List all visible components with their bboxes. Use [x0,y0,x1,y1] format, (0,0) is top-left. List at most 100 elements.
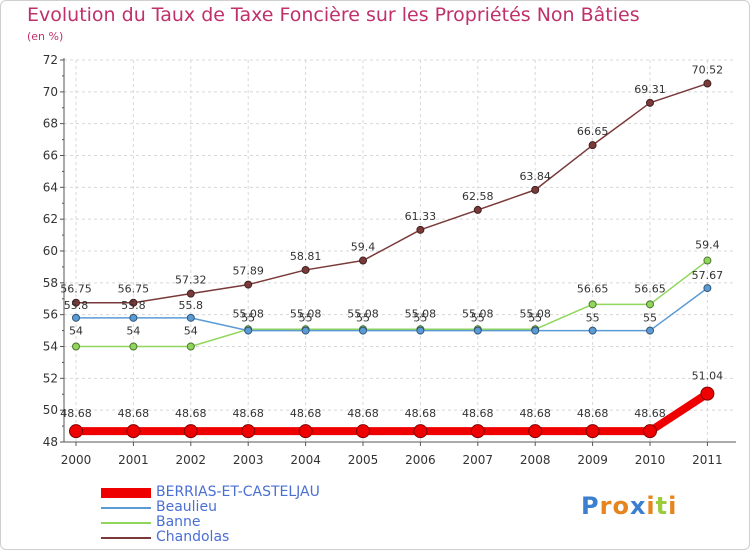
data-point [129,342,138,351]
data-point [646,326,654,335]
data-point [359,256,367,265]
data-label: 62.58 [462,190,494,203]
data-label: 57.67 [692,269,724,282]
y-tick-label: 52 [43,371,58,385]
data-label: 57.89 [232,265,264,278]
data-point [356,424,370,439]
data-label: 55 [471,312,485,325]
data-point [473,205,482,214]
data-point [186,313,195,322]
legend-item[interactable]: Banne [101,515,320,530]
data-point [470,424,485,439]
logo-letter: o [612,492,630,520]
x-tick-label: 2000 [61,453,92,467]
data-label: 58.81 [290,250,322,263]
x-tick-label: 2005 [348,453,379,467]
y-tick-label: 64 [43,180,58,194]
data-point [129,298,138,307]
data-point [531,185,540,194]
data-point [588,141,597,150]
series-line [76,259,708,348]
data-label: 48.68 [405,407,437,420]
data-label: 59.4 [695,239,720,252]
data-label: 63.84 [519,170,551,183]
data-point [72,313,80,322]
data-label: 55 [643,312,657,325]
y-tick-label: 72 [43,53,58,67]
data-label: 56.75 [118,283,150,296]
data-label: 55.08 [232,307,264,320]
data-point [359,326,367,335]
data-label: 54 [69,325,83,338]
data-label: 57.32 [175,274,207,287]
data-point [703,256,712,265]
data-label: 51.04 [692,370,724,383]
data-label: 55.08 [462,307,494,320]
logo-letter: i [668,492,678,520]
data-point [703,79,712,88]
logo-letter: r [599,492,613,520]
data-point [183,424,198,439]
data-label: 48.68 [175,407,207,420]
y-tick-label: 70 [43,85,58,99]
data-label: 48.68 [577,407,609,420]
series-line [76,390,710,436]
x-tick-label: 2010 [635,453,666,467]
legend-item[interactable]: BERRIAS-ET-CASTELJAU [101,485,320,500]
data-label: 66.65 [577,125,609,138]
legend-label: BERRIAS-ET-CASTELJAU [156,484,320,500]
y-tick-label: 48 [43,435,58,449]
data-point [241,424,256,439]
y-tick-label: 56 [43,308,58,322]
data-point [588,326,597,335]
data-label: 55 [413,312,427,325]
data-point [301,265,310,274]
logo-letter: t [655,492,669,520]
data-label: 54 [126,325,140,338]
legend-label: Chandolas [156,529,230,545]
data-label: 48.68 [232,407,264,420]
data-point [244,280,253,289]
data-point [129,313,138,322]
data-point [646,98,654,107]
data-label: 61.33 [405,210,437,223]
data-point [700,386,715,401]
data-point [588,300,597,309]
data-point [528,424,543,439]
chart-title: Evolution du Taux de Taxe Foncière sur l… [27,4,640,26]
data-label: 48.68 [347,407,379,420]
series-line [76,82,708,304]
data-label: 55.08 [519,307,551,320]
x-tick-label: 2006 [405,453,436,467]
data-label: 48.68 [634,407,666,420]
data-point [126,424,141,439]
proxiti-logo: Proxiti [581,492,677,520]
data-point [703,284,712,293]
legend-label: Banne [156,514,201,530]
legend-label: Beaulieu [156,499,217,515]
data-point [646,300,654,309]
x-tick-label: 2001 [118,453,149,467]
data-point [186,342,195,351]
x-tick-label: 2004 [290,453,321,467]
data-label: 55.08 [405,307,437,320]
unit-label: (en %) [27,30,64,43]
data-label: 48.68 [60,407,92,420]
data-label: 54 [184,325,198,338]
legend-item[interactable]: Chandolas [101,530,320,545]
data-label: 55 [528,312,542,325]
legend-item[interactable]: Beaulieu [101,500,320,515]
data-label: 55.08 [290,307,322,320]
y-tick-label: 66 [43,149,58,163]
logo-letter: P [581,492,600,520]
x-tick-label: 2008 [520,453,551,467]
data-label: 55 [586,312,600,325]
data-label: 59.4 [351,241,376,254]
legend-swatch [101,487,151,498]
data-point [473,326,482,335]
data-label: 56.75 [60,283,92,296]
logo-letter: i [646,492,656,520]
data-point [416,225,425,234]
x-tick-label: 2007 [463,453,494,467]
